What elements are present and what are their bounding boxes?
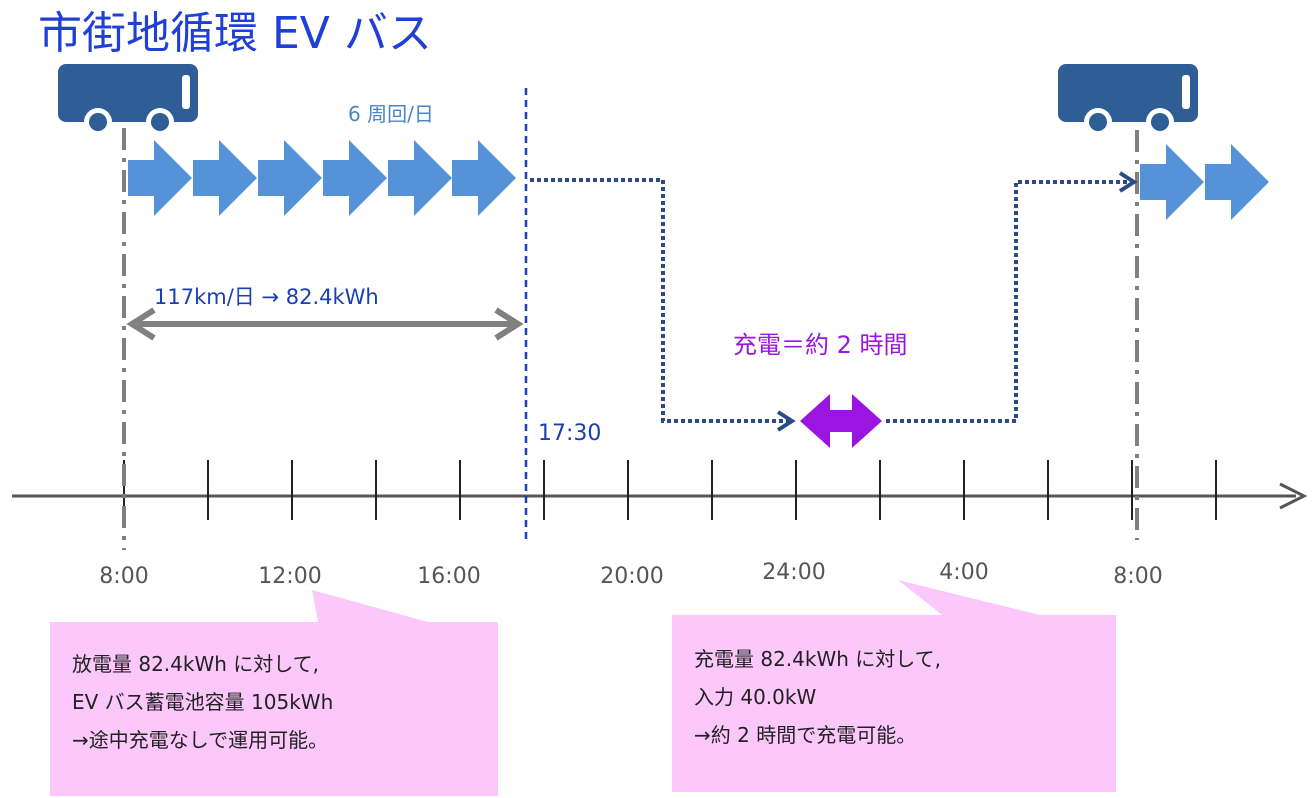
charge-duration-label: 充電＝約 2 時間 xyxy=(733,331,908,359)
callout-right-line: 充電量 82.4kWh に対して, xyxy=(694,647,942,671)
callout-left-line: →途中充電なしで運用可能。 xyxy=(72,728,329,752)
tick-label: 16:00 xyxy=(417,564,481,589)
timeline-ticks xyxy=(123,460,1217,520)
distance-energy-label: 117km/日 → 82.4kWh xyxy=(154,285,379,309)
callout-right: 充電量 82.4kWh に対して, 入力 40.0kW →約 2 時間で充電可能… xyxy=(694,640,941,754)
bus-icon xyxy=(1058,64,1198,136)
tick-label: 8:00 xyxy=(1113,564,1163,589)
bus-icon xyxy=(58,64,198,136)
timeline-arrowhead xyxy=(1279,482,1308,510)
route-arrowhead xyxy=(1118,171,1138,193)
trip-arrow-icon xyxy=(452,140,516,216)
page-title: 市街地循環 EV バス xyxy=(38,8,432,59)
callout-left-line: 放電量 82.4kWh に対して, xyxy=(72,652,320,676)
route-arrowhead xyxy=(776,410,796,432)
trip-arrow-icon xyxy=(193,140,257,216)
callout-left: 放電量 82.4kWh に対して, EV バス蓄電池容量 105kWh →途中充… xyxy=(72,645,333,759)
tick-label: 20:00 xyxy=(600,564,664,589)
end-time-label: 17:30 xyxy=(538,421,602,446)
trip-arrow-icon xyxy=(1205,144,1269,220)
charge-arrow-icon xyxy=(800,394,882,448)
trip-arrow-icon xyxy=(258,140,322,216)
distance-span-arrow xyxy=(126,307,524,341)
tick-label: 24:00 xyxy=(762,560,826,585)
callout-right-line: 入力 40.0kW xyxy=(694,685,817,709)
trip-arrows xyxy=(128,140,1269,220)
trip-arrow-icon xyxy=(323,140,387,216)
tick-label: 8:00 xyxy=(99,564,149,589)
tick-label: 12:00 xyxy=(258,564,322,589)
depot-route-path xyxy=(530,178,1132,423)
trip-arrow-icon xyxy=(1140,144,1204,220)
trip-arrow-icon xyxy=(128,140,192,216)
callout-right-shape xyxy=(672,580,1116,792)
callout-left-shape xyxy=(50,590,498,796)
callout-left-line: EV バス蓄電池容量 105kWh xyxy=(72,690,334,714)
callout-right-line: →約 2 時間で充電可能。 xyxy=(694,723,917,747)
tick-label: 4:00 xyxy=(939,560,989,585)
laps-per-day-label: 6 周回/日 xyxy=(348,102,434,126)
trip-arrow-icon xyxy=(388,140,452,216)
